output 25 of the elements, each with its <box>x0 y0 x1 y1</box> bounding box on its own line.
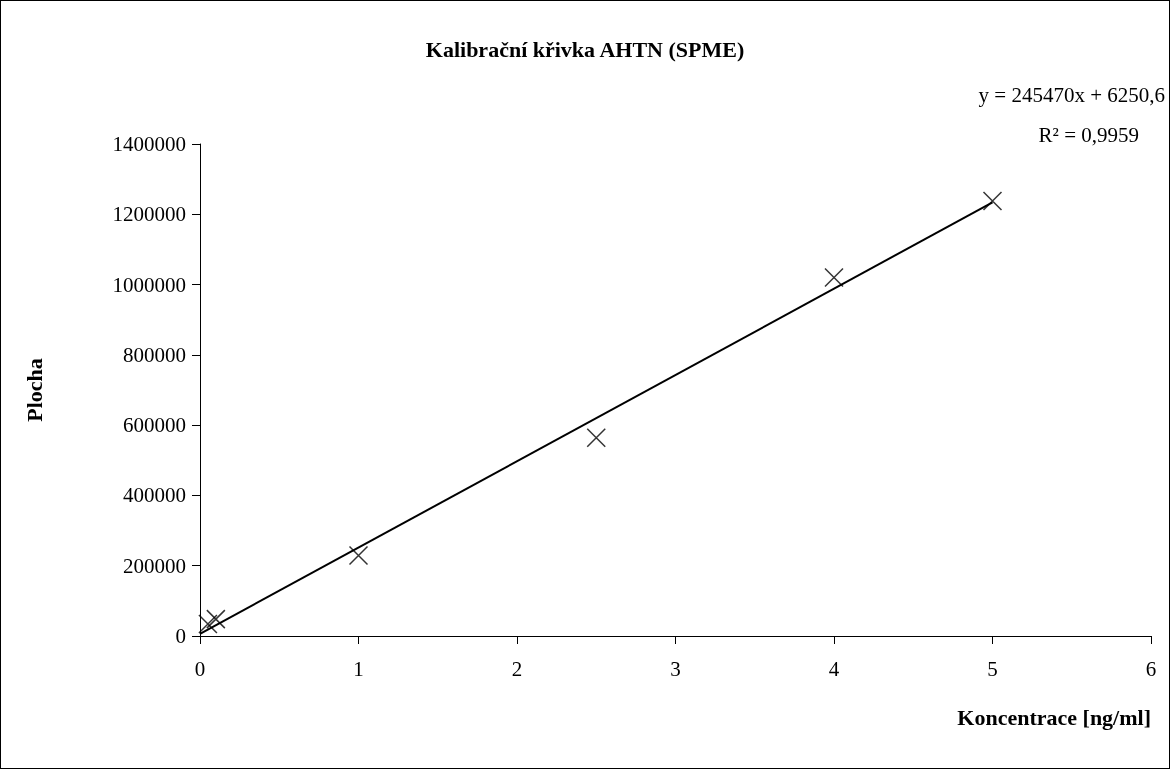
x-tick-label: 0 <box>194 656 206 681</box>
x-tick-label: 1 <box>353 656 364 681</box>
x-tick-label: 6 <box>1145 656 1157 681</box>
x-tick-label: 2 <box>511 656 523 681</box>
y-tick-label: 1000000 <box>112 272 186 297</box>
y-tick-label: 0 <box>175 624 186 648</box>
x-tick-label: 5 <box>987 656 998 681</box>
annotation: R² = 0,9959 <box>1038 122 1140 147</box>
y-tick-label: 200000 <box>123 553 186 578</box>
point <box>824 267 844 288</box>
x-axis-title: Koncentrace [ng/ml] <box>957 704 1151 730</box>
y-tick-label: 1200000 <box>112 202 186 227</box>
point <box>586 428 606 448</box>
y-tick-label: 800000 <box>123 342 186 367</box>
x-tick-label: 4 <box>828 656 840 681</box>
x-tick-label: 3 <box>670 656 681 681</box>
point <box>348 545 369 566</box>
y-tick-label: 1400000 <box>112 132 186 156</box>
y-axis-title: Plocha <box>21 358 47 422</box>
point <box>982 191 1003 211</box>
y-tick-label: 400000 <box>123 483 186 508</box>
chart-title: Kalibrační křivka AHTN (SPME) <box>425 36 745 62</box>
text: y = 245470x + 6250,6 <box>978 82 1165 107</box>
point <box>206 609 226 629</box>
y-tick-label: 600000 <box>123 413 186 438</box>
